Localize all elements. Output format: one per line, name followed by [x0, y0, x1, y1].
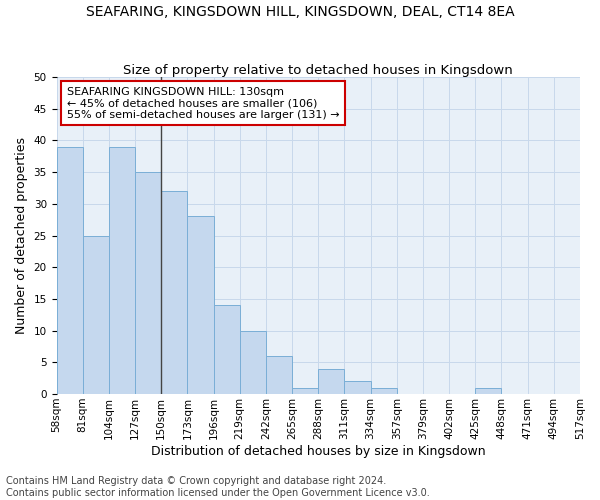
Text: Contains HM Land Registry data © Crown copyright and database right 2024.
Contai: Contains HM Land Registry data © Crown c…: [6, 476, 430, 498]
Bar: [240, 330, 266, 394]
Bar: [83, 236, 109, 394]
Bar: [56, 146, 83, 394]
Bar: [292, 388, 318, 394]
Title: Size of property relative to detached houses in Kingsdown: Size of property relative to detached ho…: [124, 64, 513, 77]
Bar: [266, 356, 292, 394]
Text: SEAFARING KINGSDOWN HILL: 130sqm
← 45% of detached houses are smaller (106)
55% : SEAFARING KINGSDOWN HILL: 130sqm ← 45% o…: [67, 86, 340, 120]
Bar: [475, 388, 502, 394]
Bar: [135, 172, 161, 394]
Bar: [344, 382, 371, 394]
Text: SEAFARING, KINGSDOWN HILL, KINGSDOWN, DEAL, CT14 8EA: SEAFARING, KINGSDOWN HILL, KINGSDOWN, DE…: [86, 5, 514, 19]
Bar: [371, 388, 397, 394]
Bar: [318, 368, 344, 394]
Bar: [161, 191, 187, 394]
Bar: [187, 216, 214, 394]
Bar: [109, 146, 135, 394]
Bar: [214, 306, 240, 394]
Y-axis label: Number of detached properties: Number of detached properties: [15, 137, 28, 334]
X-axis label: Distribution of detached houses by size in Kingsdown: Distribution of detached houses by size …: [151, 444, 485, 458]
